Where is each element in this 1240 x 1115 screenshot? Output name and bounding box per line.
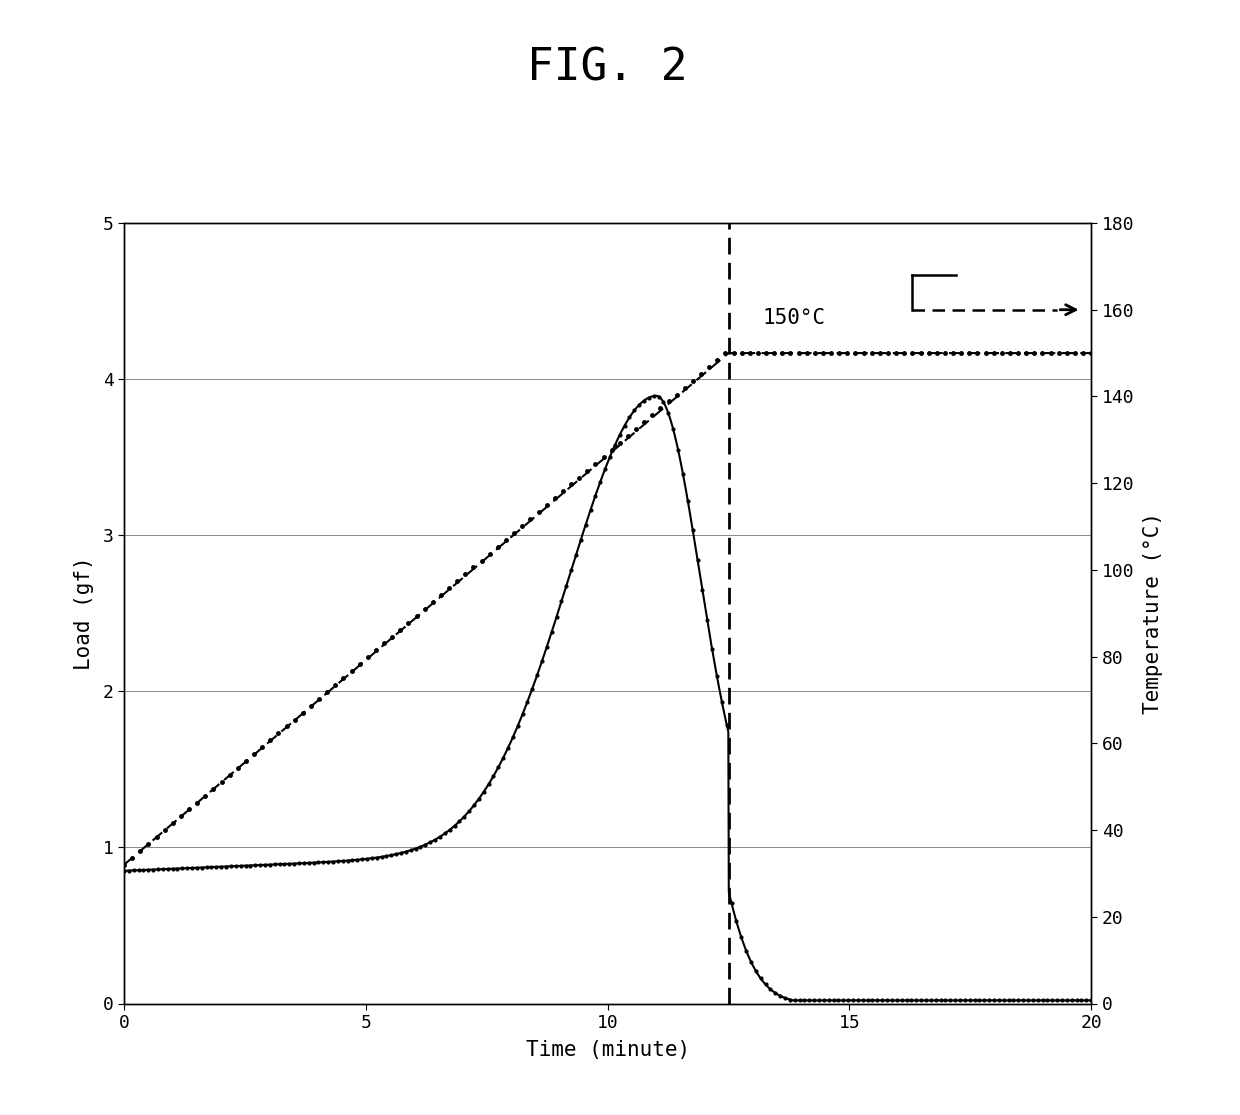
- Y-axis label: Temperature (°C): Temperature (°C): [1142, 512, 1163, 715]
- Text: 150°C: 150°C: [763, 308, 826, 328]
- Y-axis label: Load (gf): Load (gf): [74, 556, 94, 670]
- Text: FIG. 2: FIG. 2: [527, 46, 688, 89]
- X-axis label: Time (minute): Time (minute): [526, 1040, 689, 1060]
